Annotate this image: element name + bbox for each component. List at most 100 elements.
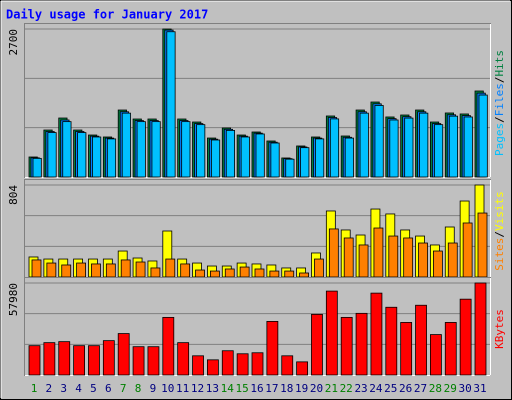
bar (77, 132, 87, 178)
bar (389, 119, 399, 178)
x-tick-label: 23 (354, 382, 367, 395)
x-tick-label: 22 (340, 382, 353, 395)
bar (296, 361, 309, 376)
bar (239, 266, 250, 278)
bar (91, 263, 101, 278)
x-tick-label: 20 (310, 382, 323, 395)
bar (166, 31, 176, 178)
bar (255, 133, 265, 178)
legend-separator: / (493, 116, 506, 123)
bar (359, 112, 369, 178)
bar (209, 270, 220, 278)
legend-entry: Visits (493, 191, 506, 231)
bar (415, 304, 427, 376)
x-tick-label: 26 (399, 382, 412, 395)
bar (195, 269, 205, 278)
y-tick-label: 2700 (7, 29, 20, 56)
y-tick-label: 804 (7, 185, 20, 205)
x-tick-label: 27 (414, 382, 427, 395)
x-tick-label: 10 (161, 382, 174, 395)
x-tick-label: 31 (473, 382, 486, 395)
bar (147, 346, 160, 376)
bar (102, 340, 115, 376)
bar (448, 115, 458, 178)
x-tick-label: 29 (444, 382, 457, 395)
bar (281, 355, 294, 376)
x-tick-label: 30 (459, 382, 472, 395)
bar (285, 158, 295, 178)
bar (325, 290, 338, 376)
legend-entry: Hits (493, 50, 506, 77)
bar (251, 352, 264, 376)
bar (474, 282, 487, 376)
bar (299, 272, 310, 278)
bar (61, 264, 72, 278)
bar (32, 157, 42, 178)
x-tick-label: 24 (369, 382, 383, 395)
bar (477, 212, 488, 278)
bar (447, 242, 458, 278)
bar (462, 222, 473, 278)
legend: Sites/Visits (493, 191, 506, 271)
bar (221, 350, 234, 376)
bar (388, 235, 399, 278)
bar (254, 268, 265, 278)
bar (432, 250, 443, 278)
bar (192, 355, 204, 376)
legend-entry: KBytes (493, 309, 506, 349)
legend-entry: Sites (493, 238, 506, 271)
x-tick-label: 14 (221, 382, 235, 395)
bar (328, 228, 339, 278)
y-tick-label: 57980 (7, 283, 20, 316)
x-tick-label: 19 (295, 382, 308, 395)
bar (181, 121, 191, 178)
legend-entry: Files (493, 83, 506, 116)
bar (344, 137, 354, 178)
bar (315, 138, 325, 178)
bar (106, 138, 117, 178)
bar (73, 345, 85, 376)
bar (132, 346, 145, 376)
bar (180, 263, 191, 278)
bar (419, 112, 429, 178)
x-tick-label: 8 (135, 382, 142, 395)
bar (31, 259, 42, 278)
bar (478, 94, 488, 178)
bar (400, 322, 413, 376)
bar (88, 345, 100, 376)
bar (150, 267, 161, 278)
bar (58, 341, 71, 376)
legend-separator: / (493, 231, 506, 238)
x-tick-label: 7 (120, 382, 127, 395)
x-tick-label: 21 (325, 382, 338, 395)
bar (373, 227, 384, 278)
x-tick-label: 25 (384, 382, 397, 395)
bar (76, 262, 86, 278)
bar (151, 121, 161, 178)
x-tick-label: 13 (206, 382, 219, 395)
x-tick-label: 17 (265, 382, 278, 395)
bar (269, 270, 280, 278)
x-tick-label: 9 (150, 382, 157, 395)
bar (343, 237, 354, 278)
bar (284, 270, 295, 278)
bar (92, 136, 102, 178)
bar (162, 316, 175, 376)
bar (404, 117, 414, 178)
x-tick-label: 6 (105, 382, 112, 395)
x-tick-label: 11 (176, 382, 189, 395)
bar (105, 263, 116, 278)
bar (28, 345, 41, 376)
legend-entry: Pages (493, 123, 506, 156)
bar (403, 237, 414, 278)
bar (433, 124, 444, 178)
bar (120, 259, 131, 278)
bar (196, 124, 206, 178)
bar (165, 258, 176, 278)
x-tick-label: 3 (60, 382, 67, 395)
bar (225, 130, 235, 178)
bar (311, 313, 323, 376)
bar (266, 321, 279, 376)
bar (236, 353, 249, 376)
